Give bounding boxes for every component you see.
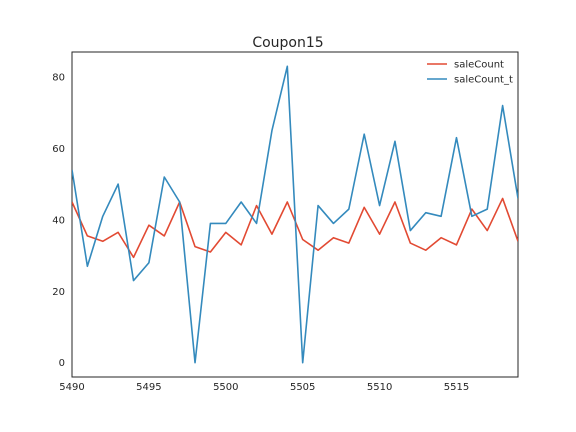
x-tick-label: 5505 xyxy=(290,382,315,393)
x-tick-label: 5515 xyxy=(444,382,469,393)
y-tick-label: 40 xyxy=(52,215,65,226)
legend-label: saleCount xyxy=(454,60,504,71)
series-line-salecount-t xyxy=(72,65,518,364)
x-tick-label: 5500 xyxy=(213,382,238,393)
series-lines xyxy=(72,65,518,364)
y-tick-label: 60 xyxy=(52,144,65,155)
y-tick-label: 80 xyxy=(52,73,65,84)
chart-title: Coupon15 xyxy=(252,35,323,51)
y-tick-label: 0 xyxy=(59,358,65,369)
x-tick-label: 5490 xyxy=(59,382,84,393)
legend: saleCount saleCount_t xyxy=(427,60,513,86)
y-tick-label: 20 xyxy=(52,287,65,298)
x-tick-label: 5510 xyxy=(367,382,392,393)
y-axis: 0 20 40 60 80 xyxy=(52,73,65,370)
x-axis: 5490 5495 5500 5505 5510 5515 xyxy=(59,382,469,393)
legend-label: saleCount_t xyxy=(454,75,513,86)
x-tick-label: 5495 xyxy=(136,382,161,393)
